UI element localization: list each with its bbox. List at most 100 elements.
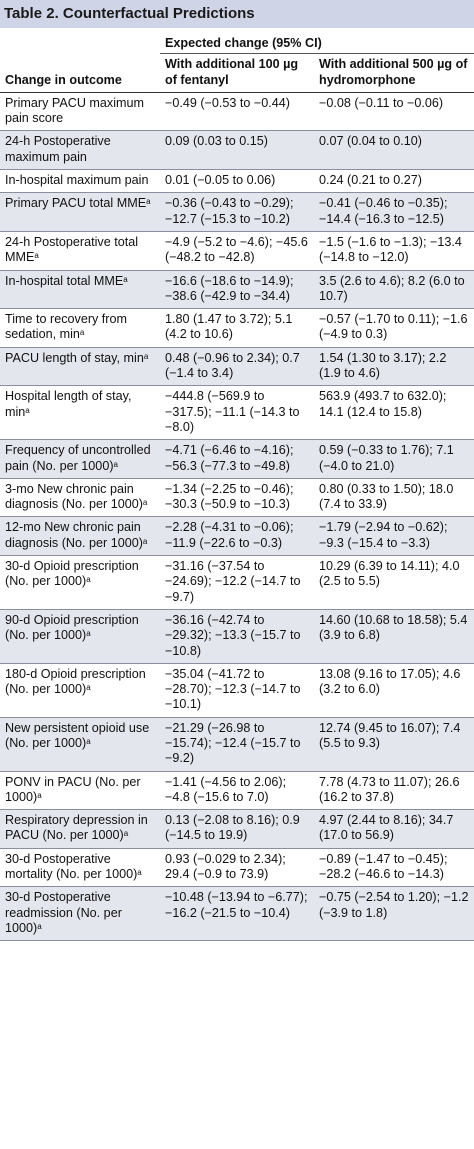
outcome-cell: In-hospital total MMEa: [0, 270, 160, 309]
hydromorphone-value-cell: −1.79 (−2.94 to −0.62); −9.3 (−15.4 to −…: [319, 520, 448, 550]
table-row: 24-h Postoperative total MMEa −4.9 (−5.2 …: [0, 231, 474, 271]
fentanyl-value-cell: 0.01 (−0.05 to 0.06): [165, 173, 276, 188]
hydromorphone-value-cell: 0.07 (0.04 to 0.10): [319, 134, 422, 149]
outcome-label: 180-d Opioid prescription (No. per 1000): [5, 666, 146, 697]
outcome-cell: 30-d Opioid prescription (No. per 1000)a: [0, 556, 160, 610]
fentanyl-value-cell: −35.04 (−41.72 to −28.70); −12.3 (−14.7 …: [165, 666, 301, 712]
footnote-marker: a: [142, 498, 148, 508]
expected-change-header: Expected change (95% CI): [160, 28, 474, 55]
footnote-marker: a: [37, 921, 42, 931]
footnote-marker: a: [86, 629, 91, 639]
fentanyl-value-cell: −4.9 (−5.2 to −4.6); −45.6 (−48.2 to −42…: [165, 234, 308, 265]
outcome-cell: 3-mo New chronic pain diagnosis (No. per…: [0, 478, 160, 517]
outcome-cell: PONV in PACU (No. per 1000)a: [0, 771, 160, 810]
outcome-cell: Primary PACU maximum pain score: [0, 92, 160, 131]
table-row: In-hospital total MMEa −16.6 (−18.6 to −1…: [0, 270, 474, 309]
hydromorphone-value-cell: −0.75 (−2.54 to 1.20); −1.2 (−3.9 to 1.8…: [319, 890, 469, 920]
outcome-cell: 90-d Opioid prescription (No. per 1000)a: [0, 609, 160, 663]
fentanyl-column-header: With additional 100 µg of fentanyl: [165, 57, 299, 87]
table-row: 3-mo New chronic pain diagnosis (No. per…: [0, 478, 474, 517]
footnote-marker: a: [79, 328, 85, 338]
outcome-cell: 24-h Postoperative maximum pain: [0, 131, 160, 170]
footnote-marker: a: [146, 197, 151, 207]
outcome-label: 30-d Postoperative readmission (No. per …: [5, 890, 122, 935]
outcome-label: Frequency of uncontrolled pain (No. per …: [5, 443, 151, 473]
hydromorphone-value-cell: 0.24 (0.21 to 0.27): [319, 173, 422, 188]
outcome-label: 30-d Opioid prescription (No. per 1000): [5, 559, 139, 589]
hydromorphone-value-cell: 0.59 (−0.33 to 1.76); 7.1 (−4.0 to 21.0): [319, 443, 454, 473]
outcome-label: In-hospital total MME: [5, 273, 124, 288]
footnote-marker: a: [37, 790, 42, 800]
footnote-marker: a: [34, 251, 39, 261]
change-in-outcome-header: Change in outcome: [5, 72, 122, 87]
table-row: Primary PACU total MMEa −0.36 (−0.43 to −…: [0, 192, 474, 232]
hydromorphone-value-cell: −1.5 (−1.6 to −1.3); −13.4 (−14.8 to −12…: [319, 234, 462, 265]
footnote-marker: a: [86, 683, 91, 693]
counterfactual-table: Expected change (95% CI) Change in outco…: [0, 28, 474, 941]
fentanyl-value-cell: 0.93 (−0.029 to 2.34); 29.4 (−0.9 to 73.…: [165, 851, 286, 882]
table-row: Frequency of uncontrolled pain (No. per …: [0, 439, 474, 479]
outcome-cell: Respiratory depression in PACU (No. per …: [0, 810, 160, 849]
table-row: Hospital length of stay, mina −444.8 (−56…: [0, 386, 474, 440]
outcome-cell: New persistent opioid use (No. per 1000)…: [0, 717, 160, 771]
outcome-cell: 24-h Postoperative total MMEa: [0, 231, 160, 270]
table-row: 24-h Postoperative maximum pain 0.09 (0.0…: [0, 130, 474, 170]
table-row: 30-d Postoperative mortality (No. per 10…: [0, 848, 474, 887]
outcome-cell: Time to recovery from sedation, mina: [0, 309, 160, 348]
outcome-cell: In-hospital maximum pain: [0, 170, 160, 193]
outcome-label: Time to recovery from sedation, min: [5, 312, 127, 342]
footnote-marker: a: [143, 351, 149, 361]
table-row: 30-d Opioid prescription (No. per 1000)a…: [0, 556, 474, 610]
outcome-cell: Primary PACU total MMEa: [0, 193, 160, 232]
fentanyl-value-cell: −444.8 (−569.9 to −317.5); −11.1 (−14.3 …: [165, 389, 300, 434]
footnote-marker: a: [123, 829, 129, 839]
fentanyl-value-cell: −4.71 (−6.46 to −4.16); −56.3 (−77.3 to …: [165, 443, 294, 473]
table-body: Primary PACU maximum pain score −0.49 (−0…: [0, 92, 474, 941]
fentanyl-value-cell: −16.6 (−18.6 to −14.9); −38.6 (−42.9 to …: [165, 273, 294, 303]
outcome-cell: 30-d Postoperative mortality (No. per 10…: [0, 848, 160, 887]
footnote-marker: a: [86, 736, 91, 746]
fentanyl-value-cell: 0.13 (−2.08 to 8.16); 0.9 (−14.5 to 19.9…: [165, 813, 300, 843]
hydromorphone-value-cell: 7.78 (4.73 to 11.07); 26.6 (16.2 to 37.8…: [319, 774, 460, 804]
outcome-cell: PACU length of stay, mina: [0, 347, 160, 386]
outcome-label: Respiratory depression in PACU (No. per …: [5, 813, 148, 843]
table-row: In-hospital maximum pain 0.01 (−0.05 to 0…: [0, 170, 474, 193]
fentanyl-value-cell: 0.48 (−0.96 to 2.34); 0.7 (−1.4 to 3.4): [165, 350, 300, 381]
fentanyl-value-cell: −31.16 (−37.54 to −24.69); −12.2 (−14.7 …: [165, 559, 301, 604]
hydromorphone-value-cell: 3.5 (2.6 to 4.6); 8.2 (6.0 to 10.7): [319, 273, 465, 303]
outcome-label: 3-mo New chronic pain diagnosis (No. per…: [5, 481, 143, 512]
fentanyl-value-cell: −36.16 (−42.74 to −29.32); −13.3 (−15.7 …: [165, 612, 301, 658]
footnote-marker: a: [113, 459, 118, 469]
outcome-label: In-hospital maximum pain: [5, 173, 149, 188]
footnote-marker: a: [137, 868, 142, 878]
table-row: 30-d Postoperative readmission (No. per …: [0, 886, 474, 941]
outcome-label: 90-d Opioid prescription (No. per 1000): [5, 612, 139, 643]
outcome-label: PONV in PACU (No. per 1000): [5, 774, 141, 804]
outcome-cell: Hospital length of stay, mina: [0, 386, 160, 440]
table-row: 90-d Opioid prescription (No. per 1000)a…: [0, 609, 474, 664]
outcome-label: Primary PACU total MME: [5, 196, 147, 211]
footnote-marker: a: [142, 536, 148, 546]
fentanyl-value-cell: −21.29 (−26.98 to −15.74); −12.4 (−15.7 …: [165, 720, 301, 766]
table-row: New persistent opioid use (No. per 1000)…: [0, 717, 474, 772]
hydromorphone-value-cell: −0.08 (−0.11 to −0.06): [319, 95, 444, 110]
footnote-marker: a: [25, 405, 30, 415]
table-title: Table 2. Counterfactual Predictions: [0, 0, 474, 28]
outcome-label: 24-h Postoperative total MME: [5, 234, 139, 265]
outcome-label: 30-d Postoperative mortality (No. per 10…: [5, 851, 138, 882]
hydromorphone-value-cell: −0.57 (−1.70 to 0.11); −1.6 (−4.9 to 0.3…: [319, 312, 468, 342]
table-row: PONV in PACU (No. per 1000)a −1.41 (−4.56…: [0, 771, 474, 810]
table-figure: Table 2. Counterfactual Predictions Expe…: [0, 0, 474, 941]
fentanyl-value-cell: 1.80 (1.47 to 3.72); 5.1 (4.2 to 10.6): [165, 312, 293, 342]
hydromorphone-value-cell: 563.9 (493.7 to 632.0); 14.1 (12.4 to 15…: [319, 389, 447, 419]
fentanyl-value-cell: 0.09 (0.03 to 0.15): [165, 134, 268, 149]
outcome-label: Primary PACU maximum pain score: [5, 95, 145, 126]
outcome-label: 12-mo New chronic pain diagnosis (No. pe…: [5, 520, 143, 550]
header-empty-cell: [0, 28, 160, 54]
table-row: Time to recovery from sedation, mina 1.80…: [0, 309, 474, 348]
hydromorphone-value-cell: 12.74 (9.45 to 16.07); 7.4 (5.5 to 9.3): [319, 720, 461, 750]
hydromorphone-value-cell: −0.41 (−0.46 to −0.35); −14.4 (−16.3 to …: [319, 196, 448, 226]
table-row: Primary PACU maximum pain score −0.49 (−0…: [0, 92, 474, 131]
outcome-cell: Frequency of uncontrolled pain (No. per …: [0, 440, 160, 479]
hydromorphone-value-cell: −0.89 (−1.47 to −0.45); −28.2 (−46.6 to …: [319, 851, 448, 882]
